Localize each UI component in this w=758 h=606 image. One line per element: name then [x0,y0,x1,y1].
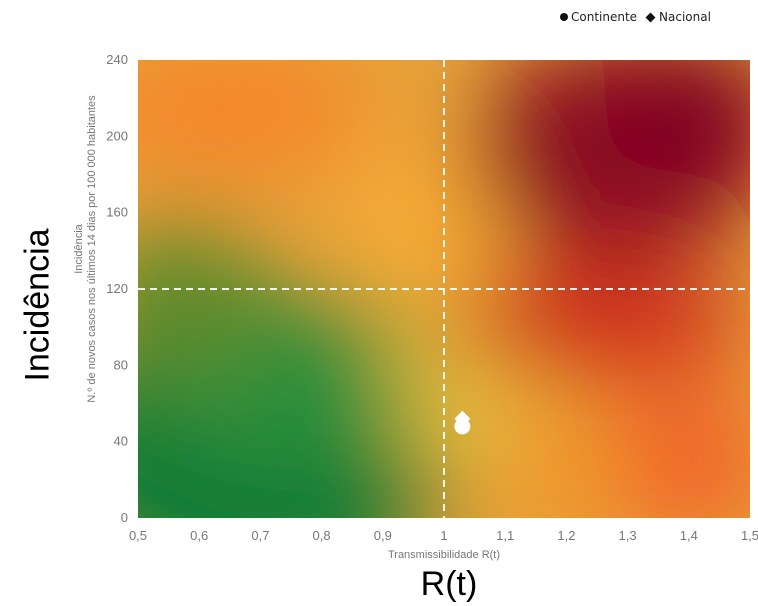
y-tick-label: 200 [106,128,128,143]
y-tick-label: 240 [106,52,128,67]
x-axis-label: Transmissibilidade R(t) [388,549,500,561]
big-x-axis-title: R(t) [420,565,478,603]
legend-label-nacional: Nacional [659,10,711,24]
point-nacional [454,410,471,427]
x-tick-label: 1,2 [557,528,575,543]
x-tick-label: 1,3 [619,528,637,543]
legend-label-continente: Continente [571,10,638,24]
x-tick-label: 1,1 [496,528,514,543]
y-tick-label: 0 [121,510,128,525]
x-tick-label: 0,9 [374,528,392,543]
y-tick-label: 40 [114,434,128,449]
x-tick-label: 0,6 [190,528,208,543]
legend-item-continente: Continente [560,10,637,24]
x-tick-label: 1,4 [680,528,698,543]
legend-item-nacional: Nacional [645,10,711,24]
circle-marker-icon [560,13,568,21]
background-gradient [138,60,750,518]
threshold-lines [138,60,750,518]
x-tick-label: 1 [440,528,447,543]
legend: Continente Nacional [560,10,711,24]
x-tick-label: 0,7 [251,528,269,543]
y-tick-label: 160 [106,205,128,220]
x-tick-label: 0,8 [313,528,331,543]
y-axis-label-line2: N.º de novos casos nos últimos 14 dias p… [86,95,98,403]
x-tick-label: 0,5 [129,528,147,543]
y-axis-label-line1: Incidência [73,223,85,273]
y-tick-label: 120 [106,281,128,296]
data-points [454,410,471,435]
big-y-axis-title: Incidência [18,228,57,382]
y-tick-label: 80 [114,357,128,372]
axis-ticks: 0,5 0,6 0,7 0,8 0,9 1 1,1 1,2 1,3 1,4 1,5 0 40 80 120 1… [106,52,758,543]
x-tick-label: 1,5 [741,528,758,543]
